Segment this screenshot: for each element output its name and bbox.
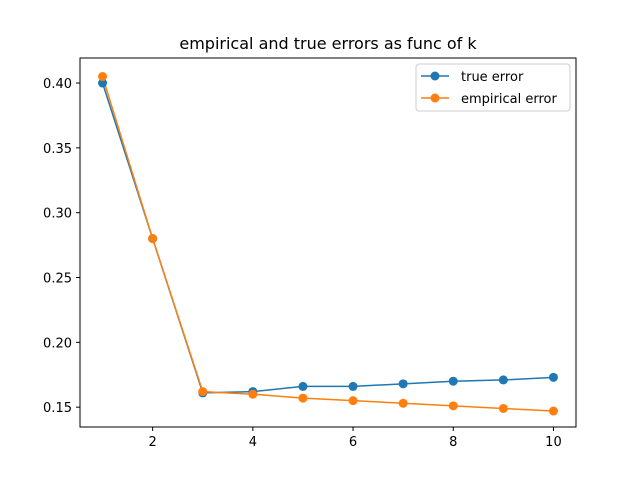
data-point-empirical-error	[298, 393, 308, 403]
y-tick-label: 0.20	[43, 336, 72, 351]
plot-lines	[101, 76, 554, 412]
x-tick-label: 10	[545, 435, 562, 450]
x-tick-label: 6	[349, 435, 357, 450]
y-tick-label: 0.30	[43, 207, 72, 222]
data-point-empirical-error	[348, 396, 358, 406]
series-line-true-error	[101, 82, 554, 394]
data-point-empirical-error	[248, 389, 258, 399]
data-point-empirical-error	[198, 387, 208, 397]
legend-box	[415, 63, 571, 112]
axis-ticks: 2 4 6 8 10 0.15 0.20 0.25 0.30 0.35 0.40	[43, 77, 562, 450]
data-point-empirical-error	[498, 403, 508, 413]
data-point-true-error	[348, 381, 358, 391]
series-line-empirical-error	[101, 76, 554, 412]
chart-title: empirical and true errors as func of k	[179, 34, 477, 53]
data-point-empirical-error	[148, 234, 158, 244]
legend: true error empirical error	[415, 63, 571, 112]
plot-frame	[79, 57, 577, 428]
x-tick-label: 4	[249, 435, 257, 450]
data-point-true-error	[98, 78, 108, 88]
y-tick-label: 0.15	[43, 401, 72, 416]
data-point-true-error	[498, 375, 508, 385]
data-point-empirical-error	[448, 401, 458, 411]
y-tick-label: 0.25	[43, 272, 72, 287]
x-tick-label: 2	[149, 435, 157, 450]
data-point-true-error	[298, 381, 308, 391]
legend-label-empirical-error: empirical error	[461, 92, 557, 107]
data-point-true-error	[548, 372, 558, 382]
data-point-true-error	[398, 379, 408, 389]
y-tick-label: 0.35	[43, 142, 72, 157]
data-point-empirical-error	[98, 72, 108, 82]
legend-marker-true-error	[430, 71, 440, 81]
legend-marker-empirical-error	[430, 93, 440, 103]
data-point-empirical-error	[548, 406, 558, 416]
legend-label-true-error: true error	[461, 70, 524, 85]
data-point-empirical-error	[398, 398, 408, 408]
data-point-true-error	[448, 376, 458, 386]
plot-points	[98, 72, 558, 416]
y-tick-label: 0.40	[43, 77, 72, 92]
x-tick-label: 8	[449, 435, 457, 450]
